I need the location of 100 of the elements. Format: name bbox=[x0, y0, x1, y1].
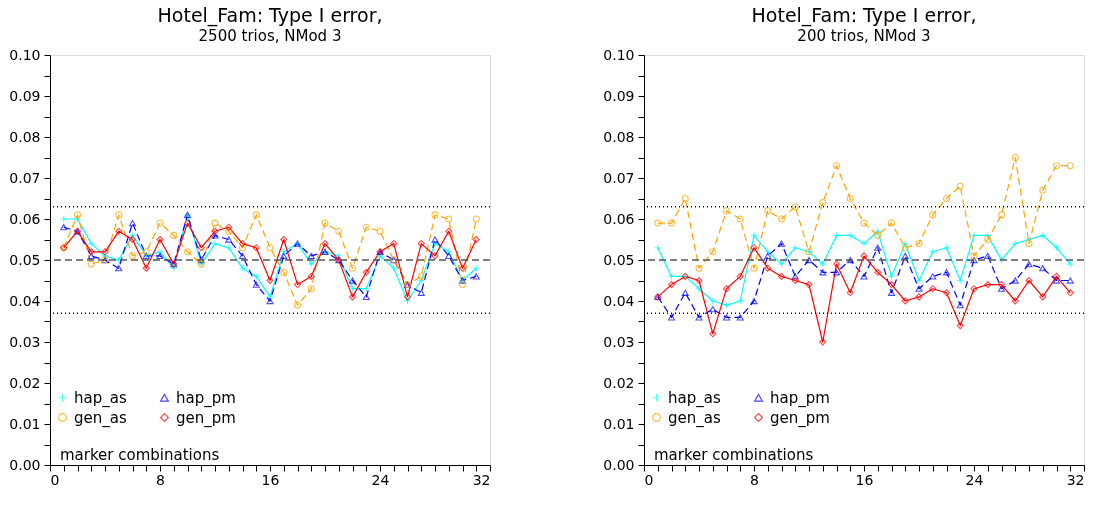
point bbox=[860, 252, 868, 260]
point bbox=[819, 199, 827, 207]
point bbox=[348, 293, 357, 301]
point bbox=[819, 338, 827, 346]
point bbox=[211, 219, 219, 227]
point bbox=[156, 248, 164, 256]
point bbox=[874, 244, 882, 251]
point bbox=[1066, 162, 1074, 170]
point bbox=[860, 273, 868, 280]
point bbox=[115, 256, 123, 264]
point bbox=[266, 293, 274, 301]
point bbox=[183, 248, 192, 256]
x-tick-label: 24 bbox=[371, 471, 390, 488]
point bbox=[887, 281, 896, 289]
annotation: marker combinations bbox=[60, 446, 220, 464]
point bbox=[819, 260, 827, 268]
point bbox=[1052, 272, 1061, 280]
y-tick-label: 0.06 bbox=[9, 210, 41, 227]
point bbox=[390, 240, 398, 248]
point bbox=[832, 269, 841, 276]
x-tick-label: 32 bbox=[1066, 471, 1085, 488]
point bbox=[472, 273, 480, 280]
y-tick-label: 0.01 bbox=[9, 415, 41, 432]
point bbox=[128, 252, 137, 260]
y-tick-label: 0.06 bbox=[603, 210, 635, 227]
point bbox=[115, 227, 123, 235]
x-tick-label: 32 bbox=[472, 471, 491, 488]
point bbox=[722, 314, 731, 321]
point bbox=[846, 289, 854, 297]
chart-title: Hotel_Fam: Type I error, bbox=[751, 4, 977, 27]
point bbox=[860, 219, 868, 227]
legend-label: hap_as bbox=[668, 388, 721, 408]
point bbox=[321, 219, 329, 227]
point bbox=[997, 281, 1006, 289]
point bbox=[860, 240, 868, 248]
point bbox=[376, 252, 384, 260]
y-tick-label: 0.04 bbox=[603, 292, 635, 309]
point bbox=[1025, 235, 1033, 244]
point bbox=[73, 215, 82, 223]
y-tick-label: 0.09 bbox=[9, 87, 41, 104]
point bbox=[211, 227, 219, 235]
point bbox=[695, 264, 703, 272]
point bbox=[929, 211, 937, 219]
point bbox=[722, 207, 731, 215]
point bbox=[238, 240, 247, 248]
y-tick-label: 0.00 bbox=[9, 456, 41, 473]
point bbox=[736, 297, 744, 305]
point bbox=[142, 264, 150, 272]
point bbox=[764, 207, 772, 215]
point bbox=[750, 264, 758, 272]
point bbox=[805, 256, 813, 264]
chart-subtitle: 200 trios, NMod 3 bbox=[797, 27, 931, 45]
y-tick-label: 0.09 bbox=[603, 87, 635, 104]
y-tick-label: 0.08 bbox=[9, 128, 41, 145]
point bbox=[736, 314, 744, 321]
point bbox=[764, 264, 772, 272]
y-tick-label: 0.08 bbox=[603, 128, 635, 145]
point bbox=[667, 314, 676, 321]
point bbox=[942, 194, 951, 203]
x-tick-label: 16 bbox=[261, 471, 280, 488]
point bbox=[1011, 153, 1019, 162]
point bbox=[403, 297, 412, 305]
point bbox=[984, 235, 992, 244]
point bbox=[1039, 186, 1047, 194]
point bbox=[736, 215, 744, 223]
point bbox=[722, 285, 731, 293]
legend-label: hap_pm bbox=[176, 388, 236, 408]
y-tick-label: 0.07 bbox=[603, 169, 635, 186]
point bbox=[777, 215, 786, 223]
point bbox=[681, 194, 689, 203]
point bbox=[667, 219, 676, 227]
point bbox=[709, 306, 717, 313]
point bbox=[142, 248, 150, 256]
point bbox=[211, 240, 219, 248]
point bbox=[997, 285, 1006, 292]
point bbox=[417, 240, 425, 248]
y-tick-label: 0.00 bbox=[603, 456, 635, 473]
point bbox=[846, 194, 854, 203]
point bbox=[431, 211, 439, 219]
point bbox=[984, 252, 992, 260]
point bbox=[1011, 277, 1019, 284]
y-tick-label: 0.10 bbox=[9, 46, 41, 63]
point bbox=[805, 281, 813, 289]
point bbox=[929, 285, 937, 293]
point bbox=[403, 293, 412, 301]
point bbox=[101, 248, 109, 256]
point bbox=[293, 281, 302, 289]
legend-label: hap_as bbox=[74, 388, 127, 408]
point bbox=[956, 301, 964, 309]
x-tick-label: 0 bbox=[50, 471, 60, 488]
chart-subtitle: 2500 trios, NMod 3 bbox=[198, 27, 342, 45]
point bbox=[266, 276, 274, 285]
point bbox=[750, 244, 758, 252]
point bbox=[266, 297, 274, 305]
point bbox=[197, 244, 205, 252]
point bbox=[211, 232, 219, 239]
point bbox=[695, 314, 703, 321]
y-tick-label: 0.05 bbox=[603, 251, 635, 268]
point bbox=[750, 231, 758, 239]
point bbox=[736, 272, 744, 280]
